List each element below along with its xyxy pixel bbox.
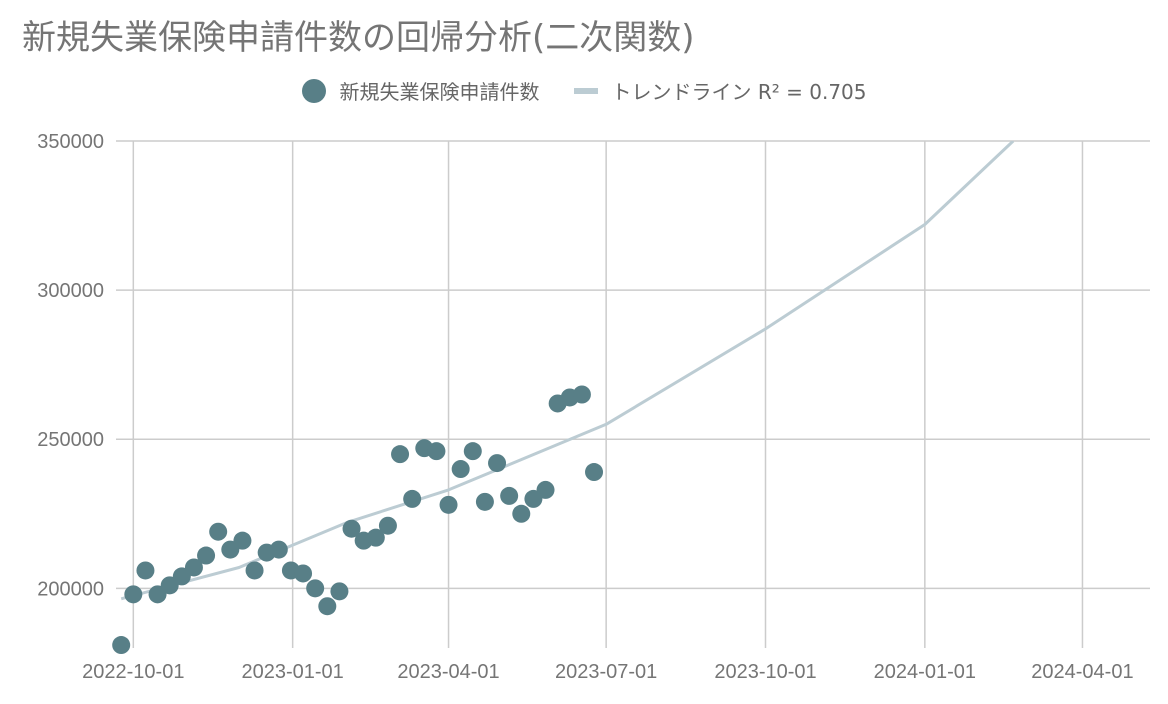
x-tick-label: 2023-10-01	[714, 661, 816, 683]
data-point	[330, 582, 349, 601]
data-point	[269, 540, 288, 559]
data-point	[112, 636, 131, 655]
data-point	[136, 561, 155, 580]
legend-item-claims[interactable]: 新規失業保険申請件数	[301, 76, 540, 105]
data-point	[475, 492, 494, 511]
data-point	[209, 522, 228, 541]
y-tick-label: 300000	[37, 280, 104, 302]
data-point	[342, 519, 361, 538]
data-point	[306, 579, 325, 598]
data-point	[585, 463, 604, 482]
trendline	[120, 141, 1015, 601]
legend-marker-line	[573, 87, 598, 94]
y-tick-label: 200000	[37, 578, 104, 600]
y-tick-label: 250000	[37, 429, 104, 451]
data-point	[245, 561, 264, 580]
data-point	[572, 385, 591, 404]
data-point	[197, 546, 216, 565]
data-point	[184, 558, 203, 577]
data-point	[294, 564, 313, 583]
x-tick-label: 2023-07-01	[555, 661, 657, 683]
x-tick-label: 2024-01-01	[874, 661, 976, 683]
data-point	[463, 442, 482, 461]
data-point	[500, 486, 519, 505]
x-tick-label: 2023-01-01	[242, 661, 344, 683]
legend-label-trendline: トレンドライン R² = 0.705	[611, 80, 867, 104]
data-point	[488, 454, 507, 473]
data-point	[439, 495, 458, 514]
legend-item-trendline[interactable]: トレンドライン R² = 0.705	[573, 76, 867, 105]
data-point	[512, 504, 531, 523]
data-point	[233, 531, 252, 550]
data-point	[318, 597, 337, 616]
data-point	[366, 528, 385, 547]
data-point	[124, 585, 143, 604]
y-tick-label: 350000	[37, 131, 104, 153]
data-point	[451, 460, 470, 479]
legend: 新規失業保険申請件数 トレンドライン R² = 0.705	[0, 76, 1168, 105]
x-tick-label: 2024-04-01	[1031, 661, 1133, 683]
data-point	[391, 445, 410, 464]
data-point	[403, 489, 422, 508]
data-point	[378, 516, 397, 535]
legend-label-claims: 新規失業保険申請件数	[339, 80, 540, 104]
x-tick-label: 2022-10-01	[82, 661, 184, 683]
chart-title: 新規失業保険申請件数の回帰分析(二次関数)	[22, 18, 695, 58]
x-tick-label: 2023-04-01	[397, 661, 499, 683]
legend-marker-dot	[301, 78, 326, 103]
data-point	[427, 442, 446, 461]
data-point	[536, 480, 555, 499]
